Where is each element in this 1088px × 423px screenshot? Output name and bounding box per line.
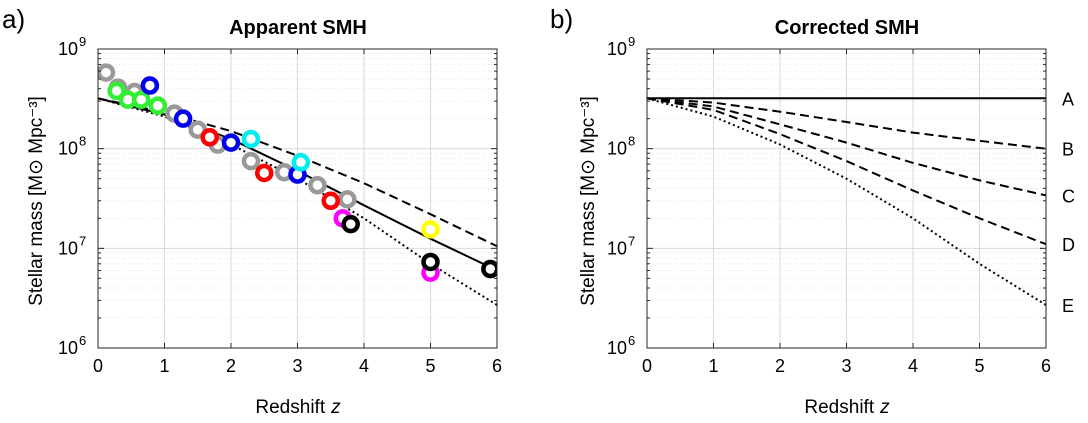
data-point-marker (255, 163, 274, 183)
x-tick-label: 0 (93, 356, 103, 376)
y-tick-exponent: 9 (628, 34, 635, 49)
y-axis-label-b: Stellar mass [M⊙ Mpc⁻³] (578, 96, 599, 306)
x-tick-label: 5 (425, 356, 435, 376)
data-point-marker (131, 90, 151, 109)
y-axis-label-a: Stellar mass [M⊙ Mpc⁻³] (26, 96, 47, 306)
series-label-A: A (1062, 89, 1074, 109)
x-tick-label: 2 (775, 356, 785, 376)
y-tick-label: 10 (58, 238, 78, 258)
x-tick-label: 1 (708, 356, 718, 376)
series-label-B: B (1062, 140, 1074, 160)
data-point-marker (321, 191, 340, 211)
y-tick-exponent: 8 (628, 134, 635, 149)
y-tick-exponent: 9 (79, 34, 86, 49)
data-point-marker (107, 81, 126, 101)
y-tick-exponent: 7 (628, 233, 635, 248)
chart-title-a: Apparent SMH (229, 17, 367, 39)
data-point-marker (221, 133, 241, 152)
model-line-dashed (98, 97, 497, 248)
y-tick-label: 10 (58, 139, 78, 159)
x-tick-label: 3 (292, 356, 302, 376)
x-tick-label: 6 (1041, 356, 1051, 376)
data-point-marker (341, 214, 360, 234)
data-point-marker (421, 252, 440, 272)
series-label-C: C (1062, 186, 1075, 206)
data-layer (647, 97, 1046, 306)
panel-apparent-smh: a) Apparent SMH Redshift z Stellar mass [… (2, 4, 502, 418)
x-axis-label-b: Redshift z (804, 397, 890, 418)
chart-title-b: Corrected SMH (775, 17, 919, 39)
y-tick-label: 10 (607, 139, 627, 159)
data-point-marker (241, 151, 261, 171)
data-point-marker (338, 190, 357, 209)
y-tick-label: 10 (607, 39, 627, 59)
data-point-marker (481, 259, 497, 279)
x-axis-label-text: Redshift (804, 397, 874, 418)
x-tick-label: 6 (492, 356, 502, 376)
data-point-marker (291, 153, 311, 172)
series-label-E: E (1062, 296, 1074, 316)
x-tick-label: 3 (841, 356, 851, 376)
y-tick-label: 10 (607, 338, 627, 358)
x-axis-label-variable: z (879, 397, 890, 418)
y-tick-label: 10 (607, 238, 627, 258)
x-tick-label: 0 (642, 356, 652, 376)
panel-corrected-smh: b) Corrected SMH Redshift z Stellar mass … (550, 4, 1075, 418)
data-point-marker (421, 220, 440, 239)
x-axis-label-text: Redshift (255, 397, 325, 418)
x-axis-label-variable: z (330, 397, 341, 418)
x-tick-label: 4 (359, 356, 369, 376)
series-line-E (647, 97, 1046, 306)
series-line-B (647, 97, 1046, 150)
y-tick-label: 10 (58, 338, 78, 358)
panel-label-b: b) (550, 4, 573, 34)
x-tick-label: 2 (226, 356, 236, 376)
x-tick-label: 1 (159, 356, 169, 376)
data-point-marker (98, 63, 116, 82)
data-point-marker (148, 96, 168, 115)
y-tick-exponent: 6 (628, 333, 635, 348)
panel-label-a: a) (2, 4, 25, 34)
x-tick-label: 5 (974, 356, 984, 376)
x-tick-label: 4 (908, 356, 918, 376)
data-point-marker (241, 129, 261, 149)
series-line-D (647, 97, 1046, 246)
data-layer (98, 63, 497, 306)
y-tick-exponent: 8 (79, 134, 86, 149)
y-tick-exponent: 6 (79, 333, 86, 348)
data-point-marker (308, 175, 327, 195)
data-point-marker (173, 109, 193, 128)
series-line-C (647, 97, 1046, 197)
data-point-marker (140, 76, 160, 95)
y-tick-exponent: 7 (79, 233, 86, 248)
series-label-D: D (1062, 235, 1075, 255)
data-point-marker (200, 128, 219, 147)
x-axis-label-a: Redshift z (255, 397, 341, 418)
y-tick-label: 10 (58, 39, 78, 59)
